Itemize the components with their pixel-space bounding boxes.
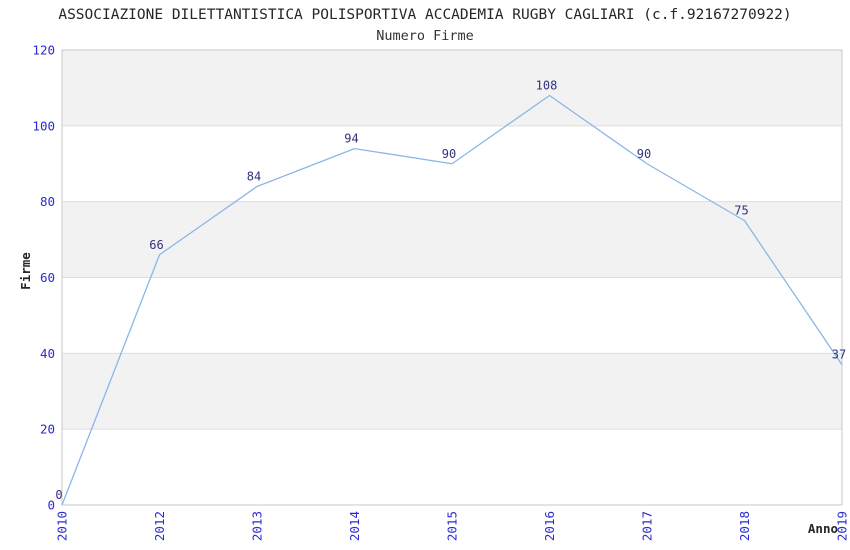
point-label: 0 xyxy=(55,488,62,502)
chart-title: ASSOCIAZIONE DILETTANTISTICA POLISPORTIV… xyxy=(58,7,792,23)
chart-subtitle: Numero Firme xyxy=(376,28,474,44)
x-tick-label: 2016 xyxy=(542,511,557,541)
series-line xyxy=(61,94,843,506)
plot-border xyxy=(61,49,843,506)
y-tick-label: 40 xyxy=(40,346,55,361)
y-tick-label: 120 xyxy=(32,43,55,58)
alt-shade-band xyxy=(62,353,842,430)
point-label: 75 xyxy=(734,204,748,218)
point-label: 66 xyxy=(149,238,163,252)
y-tick-label: 20 xyxy=(40,422,55,437)
x-tick-label: 2013 xyxy=(250,511,265,541)
point-label: 108 xyxy=(536,79,558,93)
point-label: 94 xyxy=(344,132,358,146)
alt-shade-band xyxy=(62,201,842,278)
y-tick-label: 80 xyxy=(40,194,55,209)
x-tick-label: 2019 xyxy=(835,511,850,541)
x-axis-title: Anno xyxy=(808,521,838,536)
y-tick-label: 0 xyxy=(47,498,55,513)
x-tick-label: 2015 xyxy=(445,511,460,541)
point-label: 90 xyxy=(637,147,651,161)
point-label: 37 xyxy=(832,348,846,362)
x-tick-label: 2014 xyxy=(347,511,362,541)
x-tick-label: 2018 xyxy=(737,511,752,541)
point-label: 90 xyxy=(442,147,456,161)
x-tick-label: 2012 xyxy=(152,511,167,541)
y-tick-label: 100 xyxy=(32,118,55,133)
alt-shade-band xyxy=(62,50,842,126)
x-tick-label: 2010 xyxy=(55,511,70,541)
x-tick-label: 2017 xyxy=(640,511,655,541)
point-label: 84 xyxy=(247,170,261,184)
y-axis-title: Firme xyxy=(18,252,33,290)
y-tick-label: 60 xyxy=(40,270,55,285)
